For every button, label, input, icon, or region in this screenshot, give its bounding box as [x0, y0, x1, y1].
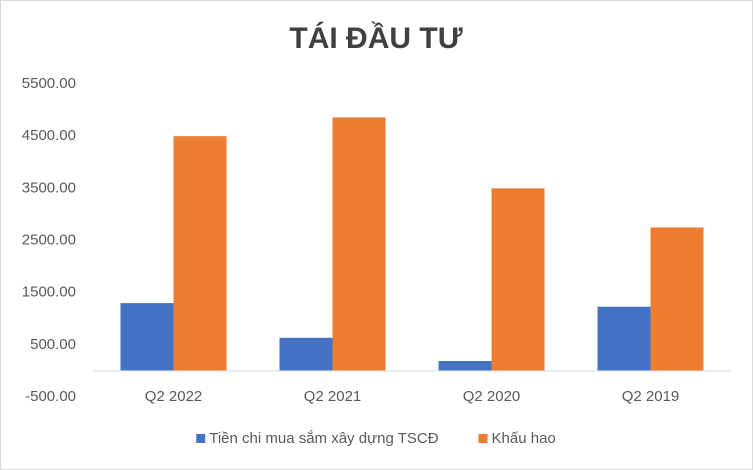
chart-title: TÁI ĐẦU TƯ	[289, 21, 462, 55]
y-tick-label: 5500.00	[22, 75, 76, 92]
legend-swatch	[196, 434, 206, 443]
bar	[279, 337, 333, 371]
bar	[438, 361, 492, 371]
bar	[120, 303, 174, 371]
x-tick-label: Q2 2022	[145, 388, 203, 405]
bar	[332, 117, 386, 371]
bar	[650, 227, 704, 371]
legend-swatch	[478, 434, 488, 443]
y-tick-label: -500.00	[25, 388, 76, 405]
bar	[491, 188, 545, 371]
legend-label: Khấu hao	[492, 430, 556, 447]
y-tick-label: 500.00	[30, 336, 76, 353]
y-tick-label: 4500.00	[22, 127, 76, 144]
x-tick-label: Q2 2021	[304, 388, 362, 405]
bar	[173, 136, 227, 371]
x-tick-label: Q2 2019	[622, 388, 680, 405]
x-tick-label: Q2 2020	[463, 388, 521, 405]
y-tick-label: 3500.00	[22, 179, 76, 196]
bar	[597, 306, 651, 371]
y-tick-label: 1500.00	[22, 284, 76, 301]
y-tick-label: 2500.00	[22, 231, 76, 248]
legend-label: Tiền chi mua sắm xây dựng TSCĐ	[209, 430, 438, 447]
